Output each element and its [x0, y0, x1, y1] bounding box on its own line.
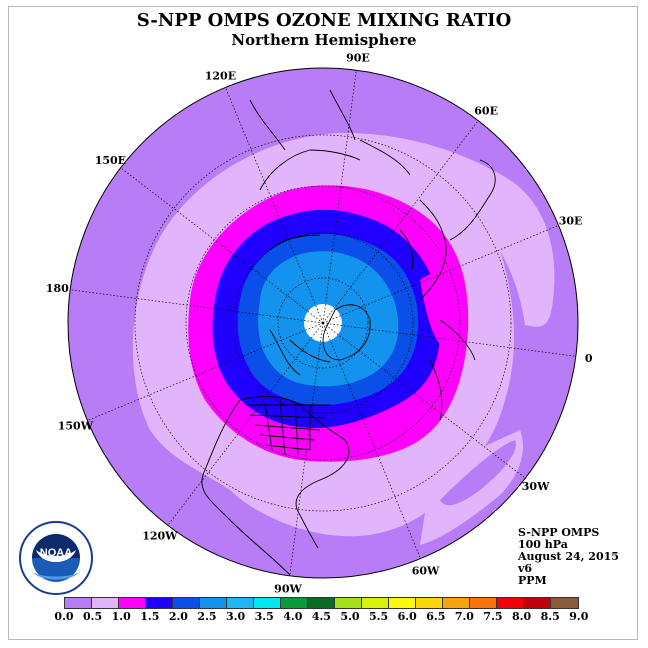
colorbar-swatch: [173, 598, 200, 608]
info-instrument: S-NPP OMPS: [518, 526, 600, 539]
meridian-line: [70, 289, 324, 324]
colorbar-swatch: [497, 598, 524, 608]
info-units: PPM: [518, 574, 547, 587]
longitude-label: 60W: [412, 565, 440, 578]
colorbar-swatch: [551, 598, 578, 608]
info-date: August 24, 2015: [518, 550, 619, 563]
info-panel: S-NPP OMPS 100 hPa August 24, 2015 v6 PP…: [518, 527, 619, 587]
colorbar-swatch: [119, 598, 146, 608]
meridian-line: [322, 322, 576, 357]
colorbar-tick-label: 7.0: [454, 610, 474, 623]
coastlines: [201, 89, 496, 576]
longitude-labels: 90E 60E 30E 0 30W 60W 90W 120W 150W 180 150E 120E: [46, 51, 593, 595]
longitude-label: 180: [46, 282, 69, 295]
longitude-label: 30W: [522, 480, 550, 493]
meridian-line: [225, 87, 324, 324]
colorbar-swatch: [362, 598, 389, 608]
colorbar-tick-label: 8.5: [540, 610, 560, 623]
colorbar-tick-label: 1.5: [140, 610, 160, 623]
map-title: S-NPP OMPS OZONE MIXING RATIO: [136, 10, 512, 31]
colorbar: [64, 597, 579, 609]
colorbar-swatch: [416, 598, 443, 608]
colorbar-tick-label: 4.5: [311, 610, 331, 623]
longitude-label: 30E: [559, 214, 583, 227]
meridian-line: [322, 322, 421, 559]
colorbar-tick-label: 4.0: [283, 610, 303, 623]
figure-frame: [8, 6, 638, 640]
colorbar-tick-label: 7.5: [483, 610, 503, 623]
colorbar-tick-label: 6.5: [426, 610, 446, 623]
colorbar-swatch: [470, 598, 497, 608]
colorbar-tick-label: 8.0: [512, 610, 532, 623]
noaa-logo-icon: NOAA: [19, 521, 93, 595]
colorbar-tick-label: 6.0: [397, 610, 417, 623]
colorbar-ticks: 0.0 0.5 1.0 1.5 2.0 2.5 3.0 3.5 4.0 4.5 5.0 5.5 6.0 6…: [50, 610, 610, 624]
colorbar-swatch: [146, 598, 173, 608]
meridian-line: [120, 167, 324, 324]
longitude-label: 90W: [274, 583, 302, 596]
latitude-circles: [134, 134, 512, 512]
colorbar-swatch: [254, 598, 281, 608]
colorbar-tick-label: 2.5: [197, 610, 217, 623]
longitude-label: 120W: [142, 530, 178, 543]
colorbar-swatch: [443, 598, 470, 608]
meridian-line: [322, 70, 357, 324]
logo-text: NOAA: [40, 547, 72, 559]
contour-lobe-east: [420, 271, 466, 350]
colorbar-tick-label: 9.0: [569, 610, 589, 623]
longitude-label: 90E: [346, 51, 370, 64]
colorbar-tick-label: 0.0: [54, 610, 74, 623]
colorbar-swatch: [335, 598, 362, 608]
contour-band-0.0-patch: [440, 440, 516, 506]
colorbar-tick-label: 3.0: [226, 610, 246, 623]
colorbar-swatch: [200, 598, 227, 608]
colorbar-tick-label: 3.5: [254, 610, 274, 623]
colorbar-swatch: [524, 598, 551, 608]
colorbar-swatch: [281, 598, 308, 608]
longitude-label: 150E: [95, 154, 126, 167]
colorbar-swatch: [227, 598, 254, 608]
colorbar-tick-label: 2.0: [168, 610, 188, 623]
colorbar-tick-label: 5.5: [369, 610, 389, 623]
colorbar-swatch: [308, 598, 335, 608]
info-level: 100 hPa: [518, 538, 568, 551]
longitude-label: 0: [585, 352, 593, 365]
meridian-line: [322, 120, 479, 324]
meridian-line: [322, 225, 559, 324]
longitude-label: 120E: [205, 69, 236, 82]
meridian-line: [322, 322, 526, 479]
colorbar-swatch: [92, 598, 119, 608]
longitude-label: 150W: [58, 420, 94, 433]
colorbar-tick-label: 1.0: [111, 610, 131, 623]
colorbar-tick-label: 5.0: [340, 610, 360, 623]
colorbar-tick-label: 0.5: [83, 610, 103, 623]
colorbar-swatch: [65, 598, 92, 608]
info-version: v6: [518, 562, 533, 575]
map-subtitle: Northern Hemisphere: [231, 31, 417, 49]
longitude-label: 60E: [474, 104, 498, 117]
meridian-line: [167, 322, 324, 526]
meridian-line: [87, 322, 324, 421]
colorbar-swatch: [389, 598, 416, 608]
